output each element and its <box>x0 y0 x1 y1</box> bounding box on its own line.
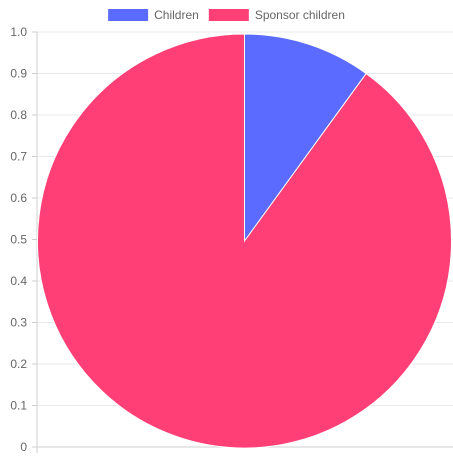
legend-label: Sponsor children <box>255 8 345 22</box>
y-tick-label: 0.1 <box>10 399 27 413</box>
y-axis: 0 0.1 0.2 0.3 0.4 0.5 0.6 0.7 0.8 0.9 1.0 <box>10 25 38 454</box>
y-tick-label: 0 <box>20 440 27 453</box>
legend-label: Children <box>154 8 199 22</box>
y-tick-label: 1.0 <box>10 25 27 39</box>
y-tick-label: 0.3 <box>10 316 27 330</box>
pie-slice-sponsor-children[interactable] <box>37 33 452 449</box>
y-tick-label: 0.8 <box>10 108 27 122</box>
legend-item-children[interactable]: Children <box>108 8 199 22</box>
legend: Children Sponsor children <box>108 8 345 22</box>
y-tick-label: 0.5 <box>10 233 27 247</box>
legend-swatch <box>208 9 249 21</box>
y-tick-label: 0.9 <box>10 67 27 81</box>
legend-swatch <box>108 9 149 21</box>
pie-slice-children[interactable] <box>244 33 367 243</box>
y-tick-label: 0.2 <box>10 357 27 371</box>
pie-slices <box>37 33 452 449</box>
y-tick-label: 0.7 <box>10 150 27 164</box>
y-tick-label: 0.4 <box>10 274 27 288</box>
legend-item-sponsor-children[interactable]: Sponsor children <box>208 8 345 22</box>
y-tick-label: 0.6 <box>10 191 27 205</box>
